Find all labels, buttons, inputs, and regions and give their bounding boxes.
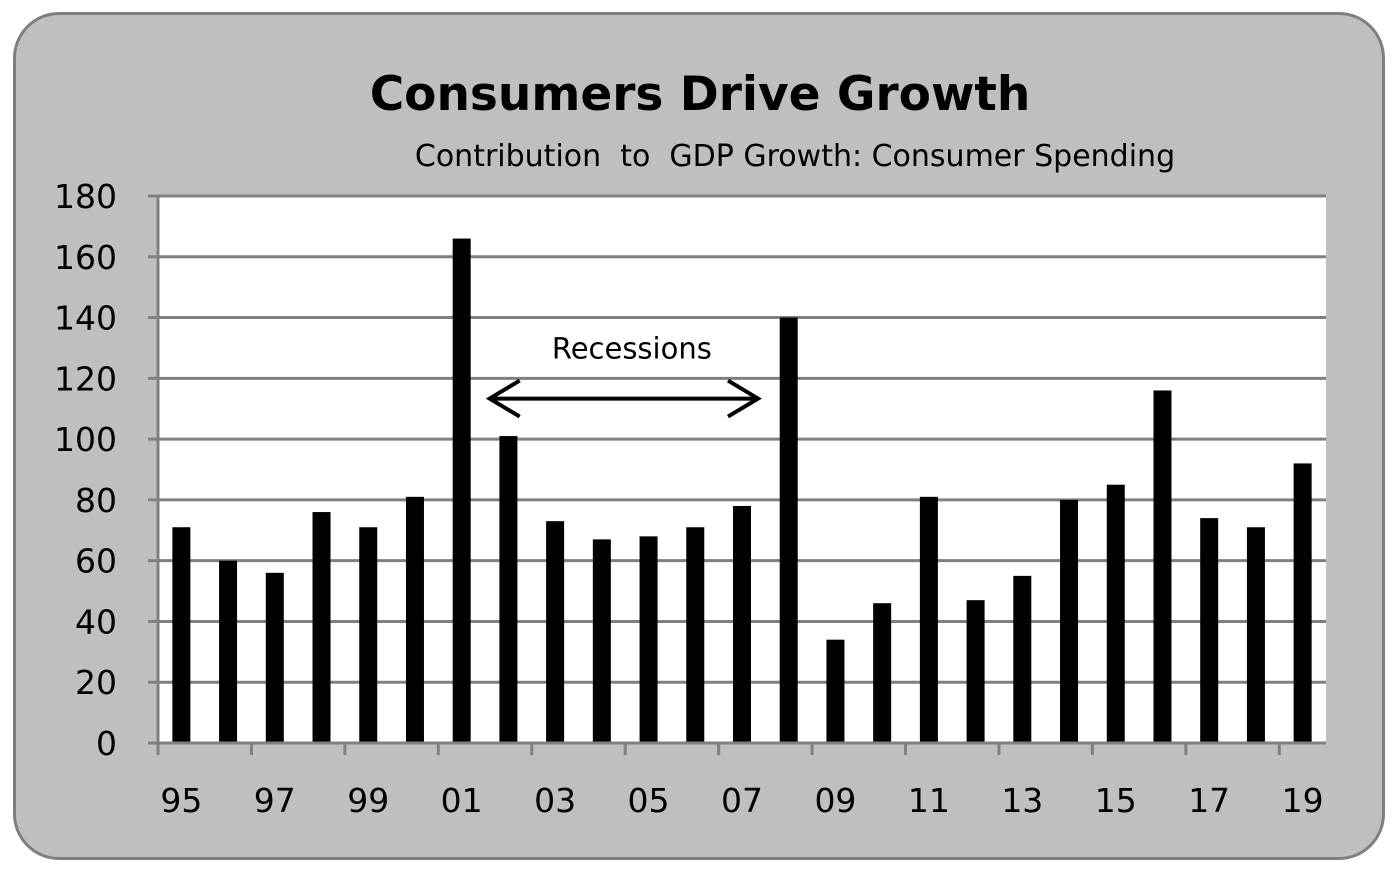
x-tick-label: 99 [347,781,389,820]
x-tick-label: 97 [254,781,296,820]
y-tick-label: 160 [54,238,117,277]
x-tick-label: 13 [1001,781,1043,820]
bar-03 [546,521,565,743]
bar-05 [639,536,658,743]
chart-subtitle: Contribution to GDP Growth: Consumer Spe… [415,139,1175,174]
x-tick-label: 95 [160,781,202,820]
bar-99 [359,527,378,743]
annotations: Recessions [485,332,762,419]
bar-15 [1106,484,1125,743]
y-tick-label: 0 [96,724,117,763]
x-tick-label: 09 [814,781,856,820]
bar-13 [1013,575,1032,743]
bar-01 [452,238,471,744]
bar-09 [826,639,845,743]
recession-arrow [485,378,762,419]
bar-04 [592,539,611,743]
bar-00 [405,496,424,743]
x-tick-label: 03 [534,781,576,820]
bar-19 [1293,463,1312,743]
bar-08 [779,317,798,743]
arrow-head-right [726,378,762,419]
bar-06 [686,527,705,743]
bar-17 [1200,518,1219,743]
bar-16 [1153,390,1172,743]
y-tick-label: 20 [75,663,117,702]
x-tick-label: 07 [721,781,763,820]
bar-95 [172,527,191,743]
recessions-label: Recessions [552,332,712,366]
y-tick-label: 180 [54,177,117,216]
bar-14 [1060,499,1079,743]
bar-98 [312,512,331,743]
x-tick-label: 17 [1188,781,1230,820]
bar-97 [265,572,284,743]
bar-12 [966,600,985,743]
x-tick-label: 19 [1282,781,1324,820]
bar-96 [219,560,238,743]
bars [172,238,1312,744]
x-tick-label: 05 [628,781,670,820]
arrow-head-left [485,378,521,419]
bar-11 [919,496,938,743]
bar-10 [873,603,892,743]
axes: 0 20 40 60 80 100 120 140 160 180 95 97 99 01 03 05 07 09… [54,177,1326,820]
y-tick-label: 120 [54,359,117,398]
x-tick-label: 15 [1095,781,1137,820]
bar-18 [1246,527,1265,743]
y-tick-label: 100 [54,420,117,459]
y-tick-label: 40 [75,602,117,641]
x-tick-label: 11 [908,781,950,820]
y-tick-label: 80 [75,481,117,520]
bar-07 [733,505,751,743]
x-tick-label: 01 [441,781,483,820]
chart-title: Consumers Drive Growth [370,67,1031,122]
y-tick-label: 60 [75,542,117,581]
y-tick-label: 140 [54,299,117,338]
bar-02 [499,436,518,743]
